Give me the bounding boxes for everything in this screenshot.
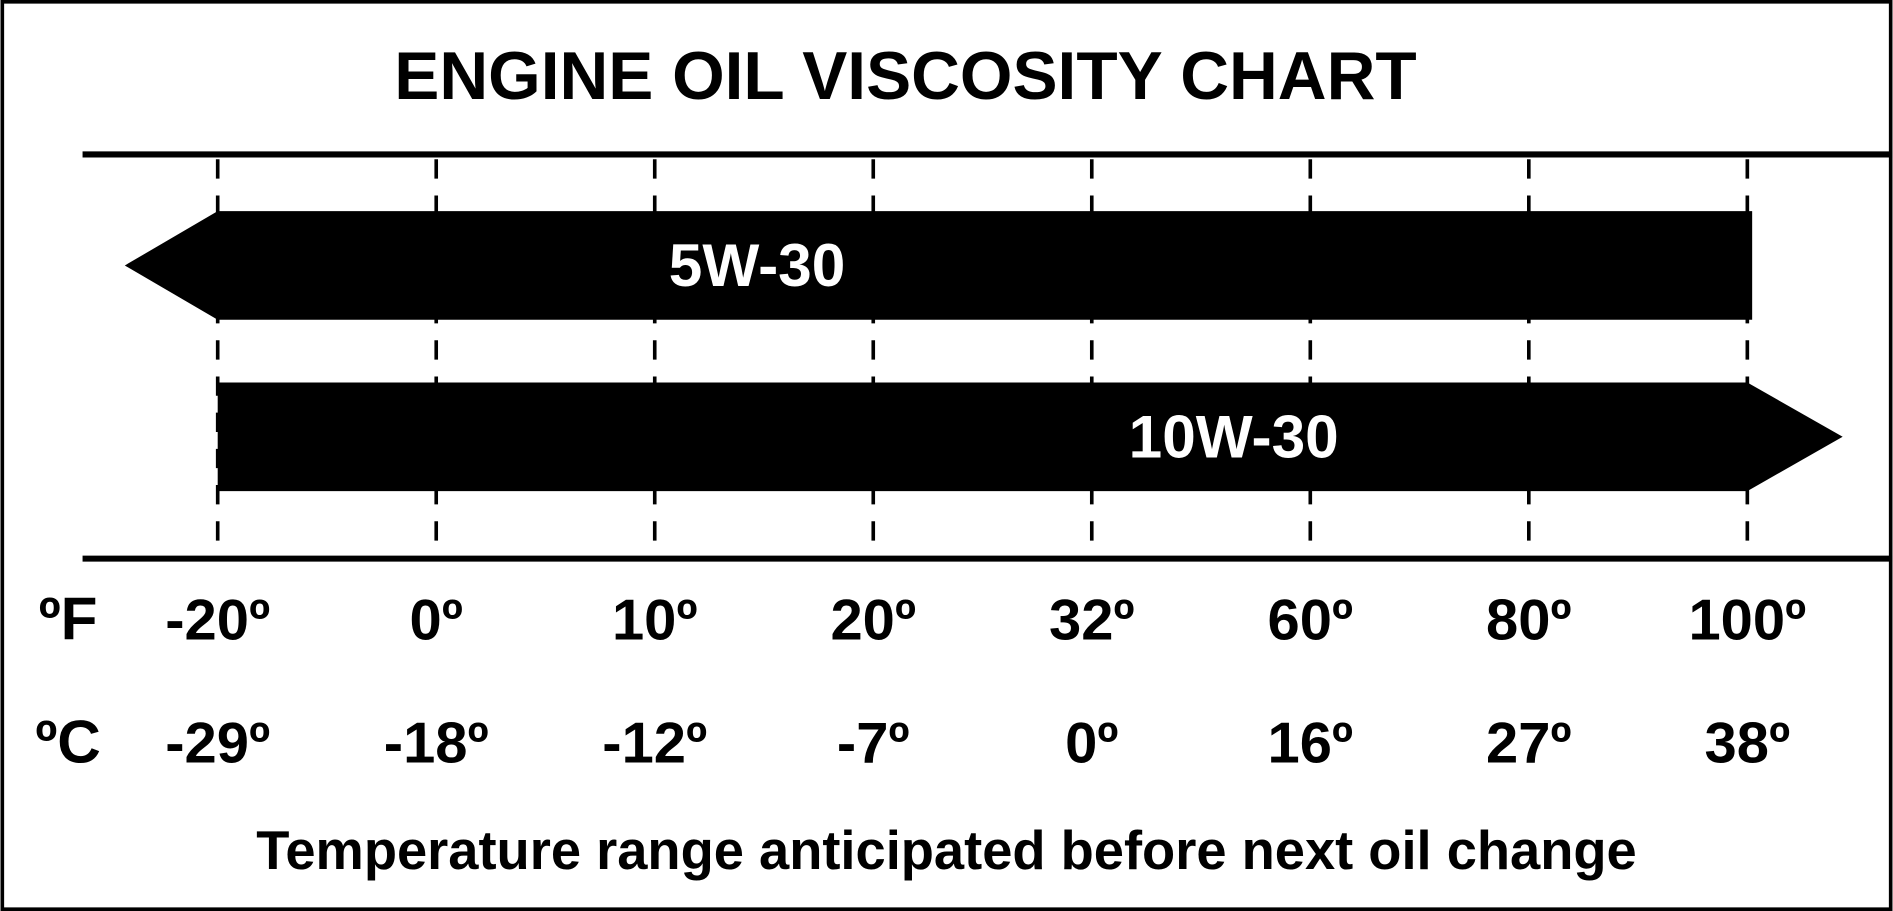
fahrenheit-unit-label: ºF xyxy=(39,585,98,653)
tick-label-c: -18º xyxy=(384,712,489,776)
tick-label-f: 32º xyxy=(1049,589,1135,653)
tick-label-f: 10º xyxy=(612,589,698,653)
tick-label-c: 38º xyxy=(1705,712,1791,776)
bar-label: 10W-30 xyxy=(1129,402,1339,470)
bar-label: 5W-30 xyxy=(669,231,845,299)
tick-label-c: 27º xyxy=(1486,712,1572,776)
bar-5w-30 xyxy=(124,211,1753,320)
tick-label-c: -12º xyxy=(602,712,707,776)
tick-label-f: -20º xyxy=(165,589,270,653)
tick-label-c: 16º xyxy=(1268,712,1354,776)
celsius-unit-label: ºC xyxy=(35,708,101,776)
chart-title: ENGINE OIL VISCOSITY CHART xyxy=(394,39,1416,114)
x-axis-label: Temperature range anticipated before nex… xyxy=(256,820,1637,881)
tick-label-f: 0º xyxy=(410,589,463,653)
tick-label-c: 0º xyxy=(1065,712,1118,776)
tick-label-c: -29º xyxy=(165,712,270,776)
tick-label-f: 20º xyxy=(830,589,916,653)
tick-label-f: 80º xyxy=(1486,589,1572,653)
bar-10w-30 xyxy=(217,382,1843,492)
tick-label-f: 60º xyxy=(1268,589,1354,653)
tick-label-c: -7º xyxy=(837,712,910,776)
tick-label-f: 100º xyxy=(1688,589,1806,653)
